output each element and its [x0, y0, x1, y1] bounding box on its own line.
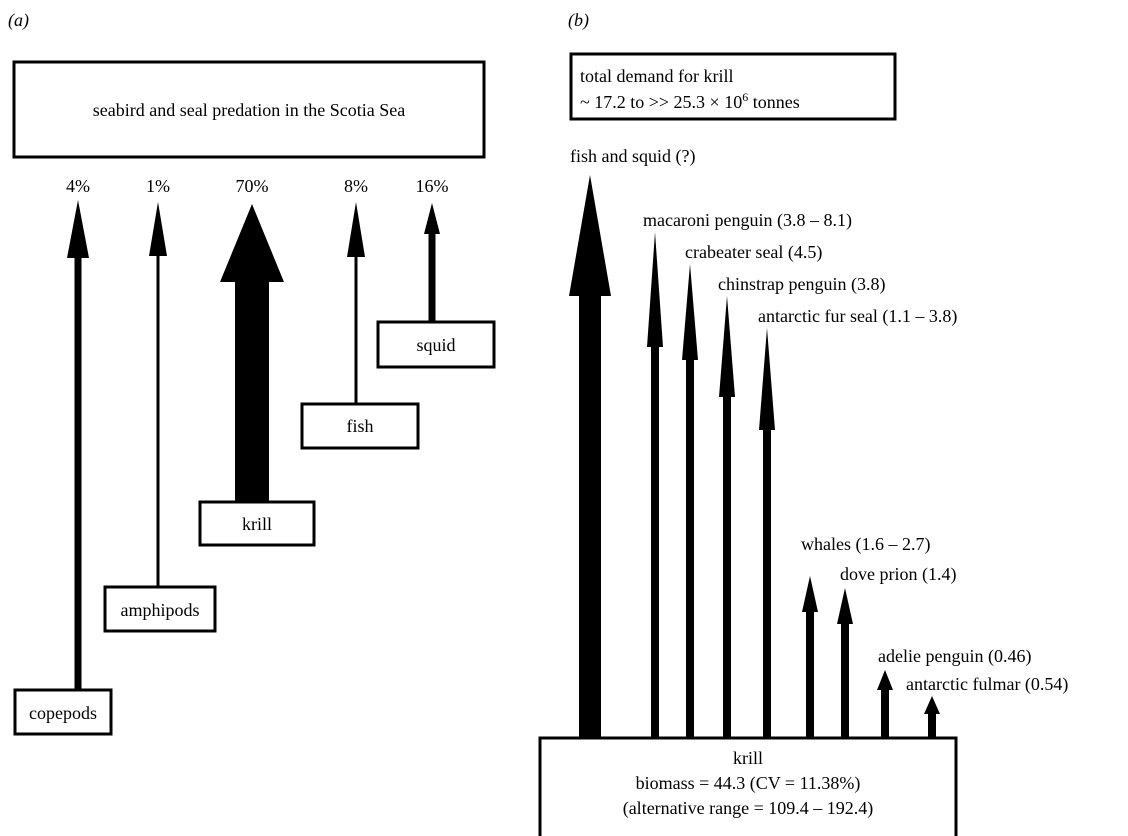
- consumer-arrow-dove-prion: [837, 588, 853, 740]
- consumer-label-fish-and-squid: fish and squid (?): [570, 146, 695, 167]
- percent-label-amphipods: 1%: [146, 176, 170, 196]
- consumer-arrow-antarctic-fur-seal: [759, 328, 775, 740]
- panel-a-label: (a): [8, 10, 29, 31]
- consumer-label-adelie-penguin: adelie penguin (0.46): [878, 646, 1031, 667]
- percent-label-krill: 70%: [236, 176, 269, 196]
- flow-arrow-krill: [220, 204, 284, 506]
- consumer-label-crabeater-seal: crabeater seal (4.5): [685, 242, 822, 263]
- flow-arrow-fish: [347, 202, 365, 407]
- prey-box-amphipods: [103, 585, 217, 633]
- predation-box: [12, 60, 486, 159]
- consumer-label-chinstrap-penguin: chinstrap penguin (3.8): [718, 274, 885, 295]
- consumer-label-dove-prion: dove prion (1.4): [840, 564, 956, 585]
- demand-line-1: total demand for krill: [580, 66, 733, 86]
- percent-label-squid: 16%: [416, 176, 449, 196]
- prey-box-squid: [376, 320, 496, 369]
- consumer-arrow-crabeater-seal: [682, 264, 698, 740]
- prey-label-amphipods: amphipods: [121, 600, 200, 620]
- consumer-label-antarctic-fur-seal: antarctic fur seal (1.1 – 3.8): [758, 306, 957, 327]
- consumer-arrow-whales: [802, 576, 818, 740]
- prey-label-copepods: copepods: [29, 703, 97, 723]
- prey-box-fish: [300, 402, 420, 450]
- percent-label-copepods: 4%: [66, 176, 90, 196]
- consumer-arrow-adelie-penguin: [877, 670, 893, 740]
- demand-box: [569, 52, 897, 121]
- consumer-arrow-fish-and-squid: [569, 175, 611, 740]
- consumer-arrow-antarctic-fulmar: [924, 696, 940, 740]
- flow-arrow-squid: [424, 203, 440, 325]
- panel-b-label: (b): [568, 10, 589, 31]
- consumer-label-whales: whales (1.6 – 2.7): [801, 534, 930, 555]
- krill-alternative-range: (alternative range = 109.4 – 192.4): [623, 798, 874, 819]
- prey-label-squid: squid: [416, 335, 455, 355]
- panel-b: (b) total demand for krill ~ 17.2 to >> …: [538, 10, 1068, 836]
- prey-label-fish: fish: [347, 416, 374, 436]
- prey-box-krill: [198, 500, 316, 547]
- demand-line-2: ~ 17.2 to >> 25.3 × 106 tonnes: [580, 90, 800, 112]
- flow-arrow-copepods: [67, 200, 89, 694]
- percent-label-fish: 8%: [344, 176, 368, 196]
- predation-box-text: seabird and seal predation in the Scotia…: [93, 100, 405, 120]
- consumer-label-macaroni-penguin: macaroni penguin (3.8 – 8.1): [643, 210, 852, 231]
- krill-source-title: krill: [733, 748, 763, 768]
- prey-label-krill: krill: [242, 514, 272, 534]
- krill-biomass: biomass = 44.3 (CV = 11.38%): [636, 773, 861, 794]
- prey-box-copepods: [13, 688, 113, 736]
- panel-a: (a) seabird and seal predation in the Sc…: [8, 10, 496, 736]
- consumer-arrow-chinstrap-penguin: [719, 296, 735, 740]
- consumer-arrow-macaroni-penguin: [647, 232, 663, 740]
- consumer-label-antarctic-fulmar: antarctic fulmar (0.54): [906, 674, 1068, 695]
- krill-source-box: [538, 736, 958, 836]
- flow-arrow-amphipods: [149, 202, 167, 591]
